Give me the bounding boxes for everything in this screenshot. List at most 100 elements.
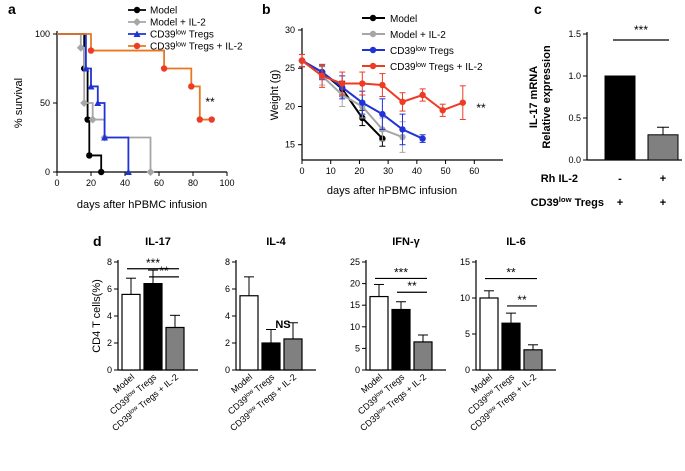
tregs-label: CD39low Tregs bbox=[531, 195, 604, 210]
survival-marker bbox=[124, 168, 132, 175]
survival-marker bbox=[101, 134, 109, 141]
y-tick-label: 25 bbox=[350, 257, 360, 267]
x-tick-label: 60 bbox=[154, 178, 164, 188]
x-tick-label: 100 bbox=[219, 178, 234, 188]
legend-marker bbox=[133, 6, 141, 14]
y-tick-label: 0 bbox=[355, 365, 360, 375]
legend-marker bbox=[133, 18, 141, 26]
survival-marker bbox=[94, 99, 102, 106]
bar-0 bbox=[604, 75, 636, 161]
bar-0 bbox=[479, 297, 499, 371]
y-tick-label: 20 bbox=[285, 101, 295, 111]
y-tick-label: 15 bbox=[350, 300, 360, 310]
legend-label: CD39low Tregs bbox=[390, 46, 454, 58]
x-tick-label: 60 bbox=[469, 166, 479, 176]
bar-1 bbox=[143, 283, 163, 371]
weight-point bbox=[379, 110, 386, 118]
weight-point bbox=[419, 91, 426, 99]
weight-point bbox=[379, 81, 386, 89]
y-tick-label: 100 bbox=[35, 29, 50, 39]
y-tick-label: 10 bbox=[350, 322, 360, 332]
y-tick-label: 0.5 bbox=[568, 113, 581, 123]
bar-1 bbox=[261, 342, 281, 371]
y-tick-label: 1.0 bbox=[568, 71, 581, 81]
survival-curve-0 bbox=[57, 33, 103, 172]
bar-2 bbox=[523, 349, 543, 371]
panel-d-title: IL-6 bbox=[506, 236, 526, 248]
y-tick-label: 0 bbox=[45, 167, 50, 177]
panel-c-mrna-chart: 0.0 0.5 1.0 1.5 IL-17 mRNA Relative expressio… bbox=[528, 23, 682, 209]
y-tick-label: 15 bbox=[460, 257, 470, 267]
significance-mark: *** bbox=[146, 256, 160, 270]
weight-point bbox=[359, 80, 366, 87]
y-axis-label: IL-17 mRNA bbox=[528, 66, 540, 128]
panel-d-label: d bbox=[93, 233, 102, 249]
x-tick-label: 10 bbox=[326, 166, 336, 176]
weight-point bbox=[399, 98, 406, 106]
bar-1 bbox=[501, 322, 521, 371]
survival-marker bbox=[196, 116, 203, 123]
legend-marker bbox=[369, 46, 377, 54]
x-axis-label: days after hPBMC infusion bbox=[77, 199, 207, 211]
bar-1 bbox=[391, 308, 411, 371]
weight-point bbox=[298, 57, 306, 64]
legend-label: CD39low Tregs bbox=[150, 29, 214, 41]
legend-label: CD39low Tregs + IL-2 bbox=[390, 62, 483, 74]
x-tick-label: 20 bbox=[86, 178, 96, 188]
weight-point bbox=[419, 135, 426, 142]
survival-marker bbox=[146, 168, 155, 176]
tregs-value: + bbox=[660, 197, 666, 209]
panel-b-label: b bbox=[262, 1, 271, 17]
survival-marker bbox=[88, 115, 97, 124]
panel-d-title: IL-17 bbox=[145, 236, 171, 248]
legend-marker bbox=[133, 30, 141, 37]
y-tick-label: 15 bbox=[285, 140, 295, 150]
y-tick-label: 25 bbox=[285, 63, 295, 73]
rh-il2-label: Rh IL-2 bbox=[541, 173, 578, 185]
y-tick-label: 2 bbox=[225, 338, 230, 348]
x-tick-label: 0 bbox=[54, 178, 59, 188]
legend-marker bbox=[369, 14, 377, 22]
y-tick-label: 0.0 bbox=[568, 155, 581, 165]
x-tick-label: 30 bbox=[383, 166, 393, 176]
y-tick-label: 0 bbox=[107, 365, 112, 375]
weight-point bbox=[359, 99, 366, 106]
y-tick-label: 8 bbox=[107, 257, 112, 267]
survival-marker bbox=[188, 83, 195, 90]
survival-marker bbox=[208, 116, 215, 123]
y-axis-label: % survival bbox=[13, 78, 25, 128]
survival-marker bbox=[160, 65, 168, 72]
survival-marker bbox=[76, 43, 85, 52]
legend-label: Model bbox=[150, 6, 177, 17]
bar-0 bbox=[239, 295, 259, 371]
bar-2 bbox=[165, 326, 185, 371]
significance-mark: ** bbox=[476, 101, 486, 115]
y-tick-label: 5 bbox=[355, 343, 360, 353]
significance-mark: ** bbox=[506, 266, 516, 280]
x-tick-label: 40 bbox=[120, 178, 130, 188]
x-tick-label: 20 bbox=[354, 166, 364, 176]
bar-2 bbox=[283, 338, 303, 371]
survival-marker bbox=[87, 82, 95, 90]
y-tick-label: 0 bbox=[465, 365, 470, 375]
y-axis-label: Weight (g) bbox=[269, 70, 281, 121]
rh-il2-value: - bbox=[618, 173, 622, 185]
bar-0 bbox=[121, 293, 141, 371]
survival-marker bbox=[84, 116, 91, 123]
x-tick-label: 40 bbox=[412, 166, 422, 176]
panel-a-label: a bbox=[8, 1, 16, 17]
y-tick-label: 0 bbox=[225, 365, 230, 375]
weight-point bbox=[459, 99, 466, 106]
survival-marker bbox=[82, 65, 90, 72]
y-tick-label: 20 bbox=[350, 279, 360, 289]
y-tick-label: 1.5 bbox=[568, 29, 581, 39]
survival-marker bbox=[87, 47, 95, 54]
bar-0 bbox=[369, 295, 389, 371]
tregs-value: + bbox=[617, 197, 623, 209]
y-tick-label: 4 bbox=[107, 311, 112, 321]
y-tick-label: 2 bbox=[107, 338, 112, 348]
x-tick-label: 80 bbox=[188, 178, 198, 188]
legend-label: Model + IL-2 bbox=[390, 30, 446, 41]
legend-marker bbox=[133, 42, 141, 50]
